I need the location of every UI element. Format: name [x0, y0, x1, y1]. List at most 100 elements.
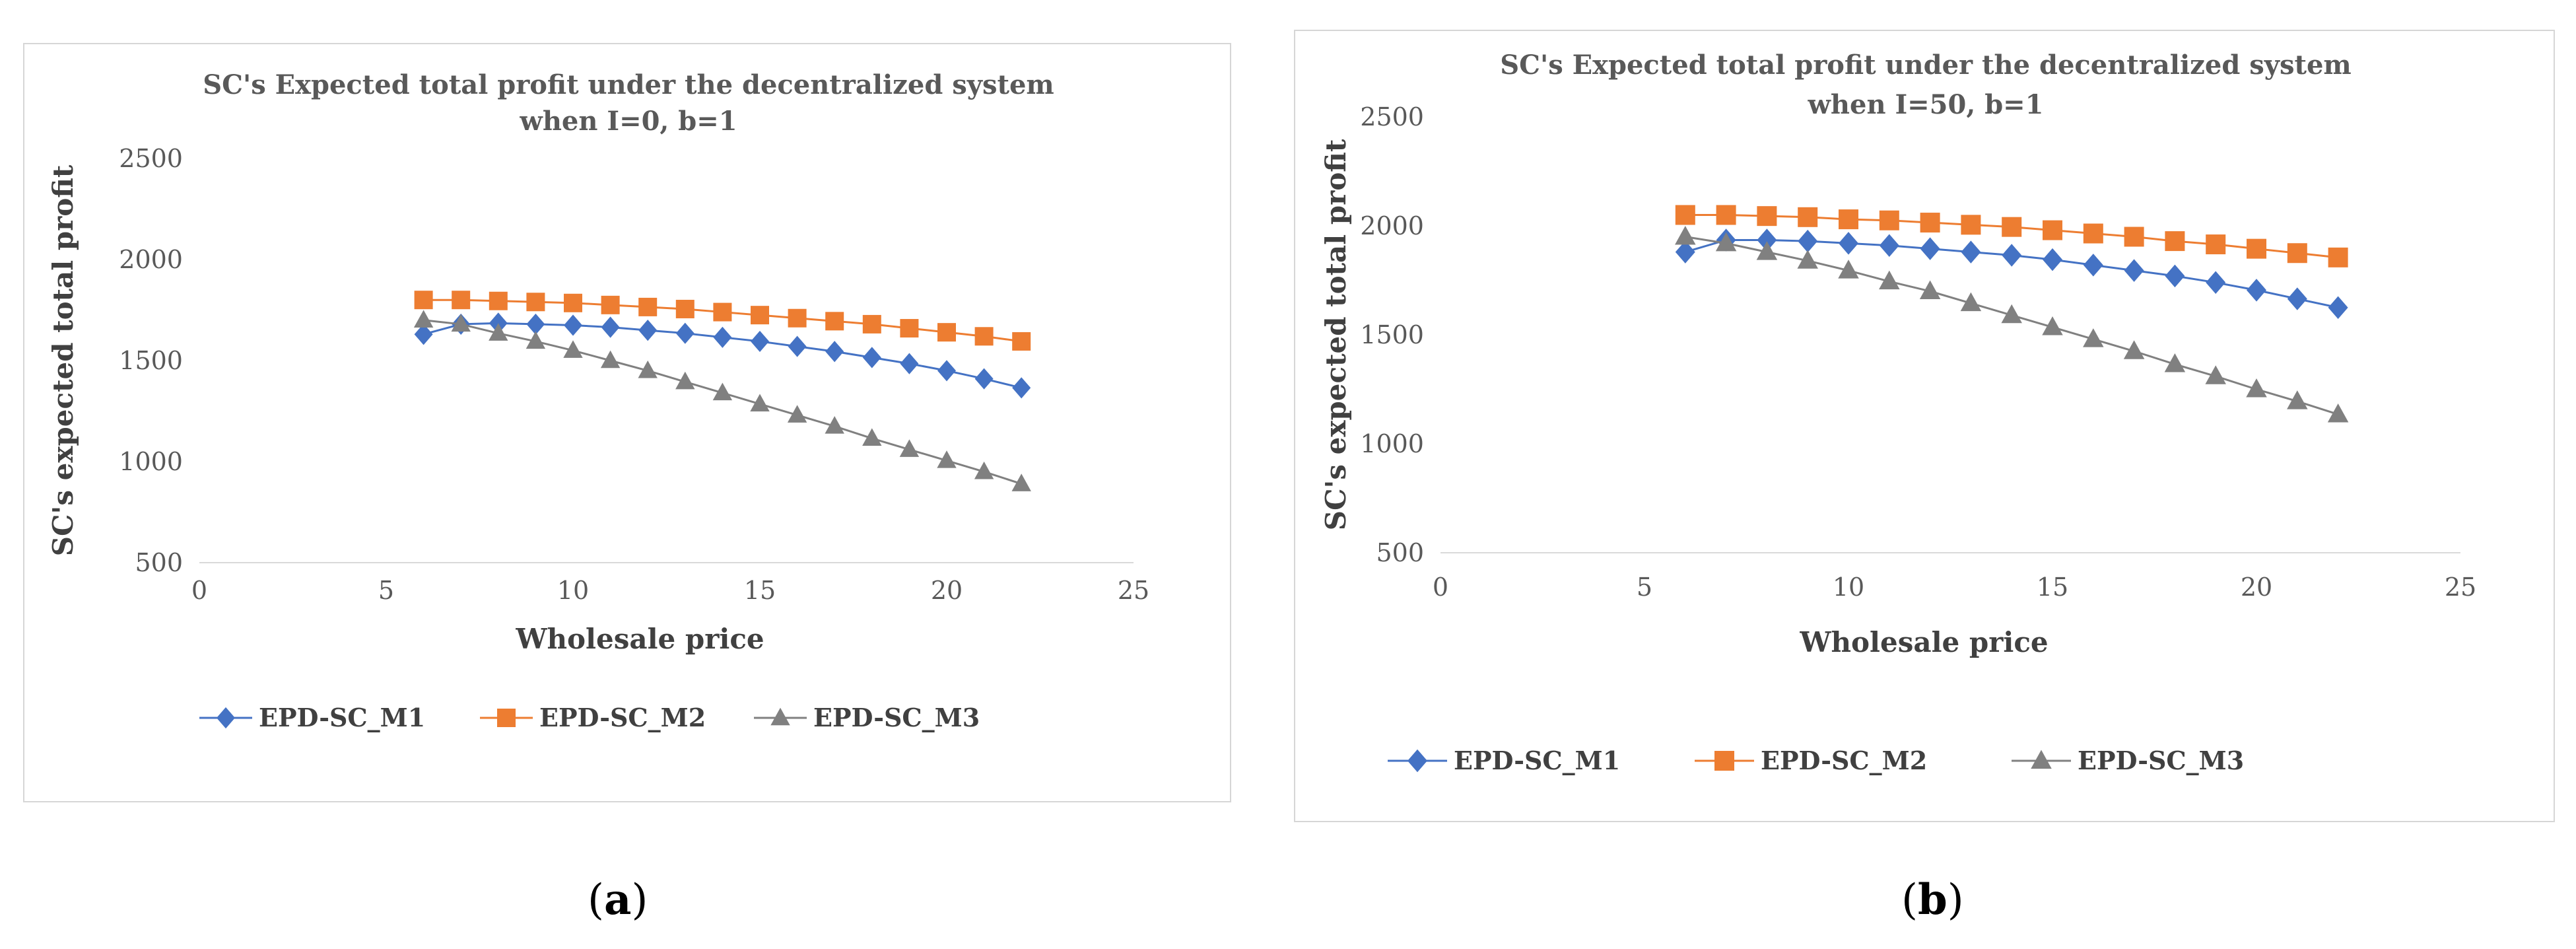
chart-b-point-EPD-SC_M3-11	[1879, 270, 1900, 290]
chart-a-series-EPD-SC_M1	[414, 312, 1031, 399]
chart-b-xtick-5: 5	[1637, 573, 1652, 602]
chart-a-point-EPD-SC_M3-8	[489, 323, 508, 341]
chart-b-legend-item-EPD-SC_M2: EPD-SC_M2	[1695, 746, 1927, 775]
chart-a-point-EPD-SC_M1-22	[1012, 377, 1031, 399]
chart-b-point-EPD-SC_M2-20	[2247, 238, 2266, 259]
chart-b-point-EPD-SC_M2-21	[2287, 243, 2307, 264]
chart-a-point-EPD-SC_M3-18	[862, 428, 882, 446]
chart-a-legend-item-EPD-SC_M1: EPD-SC_M1	[199, 703, 425, 732]
chart-a-ytick-2500: 2500	[119, 144, 183, 173]
chart-a-xtick-20: 20	[931, 576, 963, 605]
chart-a-point-EPD-SC_M2-7	[452, 291, 471, 310]
chart-a-series-EPD-SC_M2	[414, 291, 1031, 351]
chart-a-point-EPD-SC_M3-19	[899, 439, 920, 457]
chart-b-point-EPD-SC_M1-10	[1839, 232, 1858, 255]
chart-a-point-EPD-SC_M1-19	[900, 353, 919, 374]
chart-b-point-EPD-SC_M2-18	[2165, 231, 2185, 252]
chart-a-xtick-10: 10	[557, 576, 589, 605]
chart-b-point-EPD-SC_M1-8	[1757, 228, 1777, 252]
chart-b-series-EPD-SC_M1	[1675, 228, 2348, 319]
chart-b-point-EPD-SC_M2-15	[2043, 220, 2062, 240]
chart-b-ytick-2500: 2500	[1360, 102, 1424, 131]
chart-panel-b: SC's Expected total profit under the dec…	[1294, 30, 2555, 822]
chart-b-xtick-10: 10	[1833, 573, 1864, 602]
chart-b-xtick-15: 15	[2037, 573, 2068, 602]
chart-b-point-EPD-SC_M1-17	[2124, 259, 2144, 282]
chart-a-point-EPD-SC_M1-10	[564, 314, 582, 336]
chart-b-point-EPD-SC_M2-17	[2124, 227, 2144, 247]
chart-a-ytick-500: 500	[135, 548, 183, 577]
chart-b-legend-item-EPD-SC_M3: EPD-SC_M3	[2012, 746, 2244, 775]
chart-a-point-EPD-SC_M2-6	[414, 291, 433, 310]
chart-b-series-EPD-SC_M3	[1675, 226, 2349, 423]
chart-b-point-EPD-SC_M1-22	[2328, 296, 2348, 319]
chart-panel-a: SC's Expected total profit under the dec…	[23, 43, 1231, 802]
chart-a-point-EPD-SC_M2-22	[1012, 332, 1031, 351]
chart-b-ytick-1000: 1000	[1360, 429, 1424, 458]
chart-a-title-line-2: when I=0, b=1	[519, 106, 737, 137]
chart-b-point-EPD-SC_M3-6	[1675, 226, 1696, 245]
chart-b-point-EPD-SC_M3-9	[1797, 250, 1818, 269]
chart-a-xlabel: Wholesale price	[515, 623, 764, 655]
chart-b-legend-marker-EPD-SC_M3	[2031, 750, 2052, 769]
chart-b-point-EPD-SC_M3-22	[2327, 403, 2349, 423]
chart-b-point-EPD-SC_M3-8	[1756, 241, 1778, 260]
chart-b-point-EPD-SC_M3-15	[2042, 316, 2063, 335]
chart-b-point-EPD-SC_M1-18	[2165, 264, 2185, 288]
chart-a-point-EPD-SC_M2-8	[489, 291, 508, 310]
chart-a-point-EPD-SC_M3-20	[937, 450, 957, 468]
chart-a-point-EPD-SC_M3-22	[1011, 474, 1031, 491]
chart-b-series-EPD-SC_M2	[1675, 205, 2348, 267]
chart-a-ylabel: SC's expected total profit	[47, 164, 79, 556]
chart-a-point-EPD-SC_M1-15	[751, 330, 769, 353]
chart-a-point-EPD-SC_M3-6	[413, 310, 434, 328]
chart-b-point-EPD-SC_M2-9	[1798, 207, 1818, 227]
chart-a-point-EPD-SC_M3-17	[825, 416, 844, 434]
chart-a-point-EPD-SC_M1-17	[825, 341, 844, 363]
chart-b-ylabel: SC's expected total profit	[1320, 139, 1352, 530]
chart-a-point-EPD-SC_M2-13	[675, 299, 695, 318]
chart-b-title-line-2: when I=50, b=1	[1807, 89, 2043, 120]
chart-a-point-EPD-SC_M1-20	[937, 360, 956, 382]
chart-a-point-EPD-SC_M2-20	[937, 323, 956, 342]
chart-b-xtick-25: 25	[2445, 573, 2476, 602]
chart-a-point-EPD-SC_M1-21	[974, 368, 994, 390]
chart-b-svg: SC's Expected total profit under the dec…	[1320, 50, 2476, 775]
chart-a-legend-label-EPD-SC_M3: EPD-SC_M3	[813, 703, 980, 732]
chart-a-series-EPD-SC_M3	[413, 310, 1031, 491]
chart-a-point-EPD-SC_M3-11	[600, 350, 621, 369]
chart-b-point-EPD-SC_M1-13	[1961, 240, 1981, 264]
chart-b-point-EPD-SC_M1-9	[1798, 229, 1818, 253]
chart-b-legend-label-EPD-SC_M1: EPD-SC_M1	[1454, 746, 1620, 775]
chart-b-point-EPD-SC_M1-6	[1675, 240, 1695, 264]
chart-b-point-EPD-SC_M3-21	[2287, 390, 2308, 409]
chart-b-point-EPD-SC_M3-19	[2205, 365, 2226, 384]
chart-a-point-EPD-SC_M1-11	[601, 316, 620, 338]
chart-a-point-EPD-SC_M1-14	[713, 326, 732, 348]
chart-a-point-EPD-SC_M1-13	[675, 322, 695, 344]
chart-b-legend-marker-EPD-SC_M2	[1714, 751, 1734, 771]
chart-b-xlabel: Wholesale price	[1799, 626, 2048, 658]
chart-a-point-EPD-SC_M1-9	[526, 313, 545, 335]
chart-a-point-EPD-SC_M3-14	[712, 382, 733, 401]
chart-b-point-EPD-SC_M1-21	[2287, 287, 2307, 310]
chart-b-point-EPD-SC_M2-6	[1675, 205, 1695, 225]
chart-a-point-EPD-SC_M2-11	[601, 295, 620, 314]
chart-a-ytick-1500: 1500	[119, 346, 183, 375]
chart-b-title-line-1: SC's Expected total profit under the dec…	[1500, 50, 2352, 81]
chart-b-point-EPD-SC_M3-17	[2123, 340, 2145, 359]
chart-a-point-EPD-SC_M3-7	[451, 314, 471, 332]
chart-b-point-EPD-SC_M3-7	[1715, 232, 1737, 252]
chart-a-point-EPD-SC_M1-18	[862, 347, 881, 369]
chart-a-legend-label-EPD-SC_M2: EPD-SC_M2	[539, 703, 706, 732]
chart-a-point-EPD-SC_M2-9	[526, 293, 545, 312]
chart-a-title-line-1: SC's Expected total profit under the dec…	[203, 69, 1054, 100]
chart-a-point-EPD-SC_M1-16	[788, 335, 807, 357]
chart-a-point-EPD-SC_M2-21	[974, 327, 994, 346]
chart-a-legend-label-EPD-SC_M1: EPD-SC_M1	[259, 703, 425, 732]
chart-b-point-EPD-SC_M3-16	[2083, 328, 2104, 347]
chart-b-point-EPD-SC_M1-20	[2247, 279, 2266, 302]
chart-b-xtick-0: 0	[1433, 573, 1448, 602]
chart-a-legend-marker-EPD-SC_M1	[217, 707, 235, 729]
chart-a-point-EPD-SC_M2-16	[788, 308, 807, 328]
